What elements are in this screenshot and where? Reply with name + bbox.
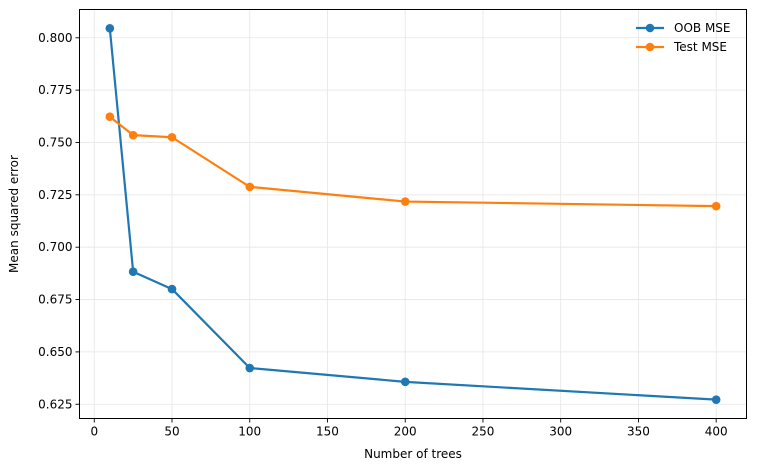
data-point [167,284,177,294]
data-point [167,132,177,142]
x-tick-label: 250 [472,425,495,439]
x-tick-label: 100 [238,425,261,439]
legend: OOB MSE Test MSE [636,21,731,54]
data-point [128,267,138,276]
series-layer [105,24,721,404]
x-tick-label: 150 [316,425,339,439]
y-tick-label: 0.700 [38,240,72,254]
series-0 [105,24,721,404]
data-point [711,201,721,211]
x-tick-label: 300 [549,425,572,439]
legend-marker [645,42,655,52]
legend-label: Test MSE [673,40,727,54]
axis-layer: 0 50 100 150 200 250 300 350 400 0.625 0.650 0.675 0… [38,31,727,439]
series-line [108,28,717,401]
legend-item: Test MSE [636,40,727,54]
y-tick-label: 0.775 [38,83,72,97]
x-tick-label: 350 [627,425,650,439]
x-axis-label: Number of trees [364,447,462,461]
data-point [105,112,115,122]
plot-frame [79,9,747,419]
y-tick-label: 0.625 [38,397,72,411]
y-tick-label: 0.750 [38,135,72,149]
series-line [109,115,717,208]
x-tick-label: 0 [90,425,98,439]
data-point [400,377,410,387]
legend-item: OOB MSE [636,21,731,35]
y-tick-label: 0.800 [38,31,72,45]
legend-label: OOB MSE [674,21,731,35]
data-point [711,395,721,404]
legend-marker [645,23,655,33]
grid-layer [79,9,747,419]
series-1 [105,112,721,211]
y-tick-label: 0.650 [38,345,72,359]
y-tick-label: 0.725 [38,188,72,202]
x-tick-label: 200 [394,425,417,439]
data-point [105,24,115,33]
x-tick-label: 50 [164,425,179,439]
data-point [245,363,255,373]
data-point [128,130,138,140]
y-axis-label: Mean squared error [7,155,21,273]
y-tick-label: 0.675 [38,293,72,307]
x-tick-label: 400 [705,425,728,439]
data-point [400,197,410,206]
data-point [245,182,255,192]
